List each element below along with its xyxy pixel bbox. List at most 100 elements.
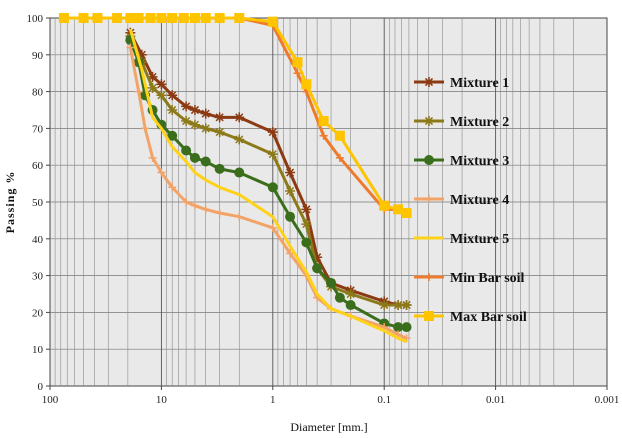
data-point bbox=[326, 277, 337, 288]
y-axis-title: Passing % bbox=[3, 171, 17, 234]
data-point bbox=[133, 13, 144, 23]
data-point bbox=[334, 130, 345, 141]
legend-label: Mixture 4 bbox=[450, 193, 509, 208]
data-point bbox=[189, 105, 200, 115]
legend-item: Mixture 4 bbox=[414, 193, 509, 208]
data-point bbox=[424, 116, 434, 126]
data-point bbox=[190, 201, 199, 210]
x-tick-label: 0.01 bbox=[486, 394, 505, 406]
y-tick-label: 30 bbox=[32, 271, 44, 283]
legend-item: Mixture 3 bbox=[414, 154, 509, 169]
data-point bbox=[267, 182, 278, 193]
data-point bbox=[189, 152, 200, 163]
legend-label: Max Bar soil bbox=[450, 310, 527, 325]
y-tick-label: 100 bbox=[27, 13, 44, 25]
data-point bbox=[126, 43, 135, 52]
data-point bbox=[319, 131, 328, 140]
data-point bbox=[285, 167, 296, 178]
data-point bbox=[267, 149, 278, 160]
data-point bbox=[379, 200, 390, 211]
data-point bbox=[401, 300, 412, 311]
data-point bbox=[167, 130, 178, 141]
data-point bbox=[214, 163, 225, 174]
data-point bbox=[312, 252, 323, 263]
data-point bbox=[147, 82, 158, 93]
data-point bbox=[58, 13, 69, 23]
x-axis-title: Diameter [mm.] bbox=[290, 420, 367, 434]
data-point bbox=[182, 198, 191, 206]
y-tick-label: 90 bbox=[32, 50, 44, 62]
data-point bbox=[157, 168, 166, 177]
data-point bbox=[214, 13, 225, 23]
data-point bbox=[156, 90, 167, 101]
data-point bbox=[267, 16, 278, 27]
legend: Mixture 1 Mixture 2 Mixture 3 Mixture 4 Mixt… bbox=[414, 76, 527, 325]
data-point bbox=[293, 69, 302, 78]
data-point bbox=[301, 219, 312, 230]
data-point bbox=[234, 13, 245, 23]
data-point bbox=[214, 112, 225, 123]
data-point bbox=[268, 223, 277, 232]
x-tick-label: 1 bbox=[270, 394, 276, 406]
data-point bbox=[301, 237, 312, 248]
data-point bbox=[335, 153, 344, 162]
data-point bbox=[401, 208, 412, 219]
y-tick-label: 80 bbox=[32, 87, 44, 99]
data-point bbox=[301, 204, 312, 215]
data-point bbox=[424, 311, 434, 321]
y-tick-label: 10 bbox=[32, 344, 44, 356]
data-point bbox=[134, 87, 143, 96]
series-max-bar-soil bbox=[58, 13, 412, 219]
data-point bbox=[147, 71, 158, 82]
data-point bbox=[178, 13, 189, 23]
data-point bbox=[189, 119, 200, 130]
data-point bbox=[334, 292, 345, 303]
legend-label: Mixture 2 bbox=[450, 115, 509, 130]
data-point bbox=[379, 300, 390, 311]
data-point bbox=[148, 153, 157, 162]
data-point bbox=[112, 13, 123, 23]
x-tick-label: 0.001 bbox=[595, 394, 620, 406]
data-point bbox=[201, 205, 210, 214]
data-point bbox=[234, 167, 245, 178]
legend-label: Mixture 3 bbox=[450, 154, 509, 169]
legend-item: Mixture 5 bbox=[414, 232, 509, 247]
series-line bbox=[128, 28, 408, 344]
data-point bbox=[286, 249, 295, 258]
data-point bbox=[393, 204, 404, 215]
data-point bbox=[92, 13, 103, 23]
data-point bbox=[424, 77, 434, 87]
y-tick-label: 50 bbox=[32, 197, 44, 209]
data-point bbox=[168, 183, 177, 192]
x-tick-label: 0.1 bbox=[377, 394, 391, 406]
data-point bbox=[345, 289, 356, 299]
data-point bbox=[136, 49, 147, 60]
data-point bbox=[285, 185, 296, 196]
data-point bbox=[318, 116, 329, 127]
data-point bbox=[141, 124, 150, 133]
data-point bbox=[167, 13, 178, 23]
data-point bbox=[424, 155, 434, 165]
y-tick-label: 70 bbox=[32, 123, 44, 135]
data-point bbox=[235, 212, 244, 221]
data-point bbox=[181, 101, 192, 112]
data-point bbox=[292, 57, 303, 68]
y-tick-label: 40 bbox=[32, 234, 44, 246]
data-point bbox=[267, 127, 278, 138]
data-point bbox=[181, 116, 192, 127]
data-point bbox=[200, 13, 211, 23]
data-point bbox=[234, 134, 245, 145]
data-point bbox=[425, 273, 433, 281]
data-point bbox=[167, 105, 178, 115]
y-tick-label: 0 bbox=[38, 381, 44, 393]
legend-label: Mixture 5 bbox=[450, 232, 509, 247]
data-point bbox=[393, 300, 404, 311]
legend-item: Mixture 2 bbox=[414, 115, 509, 130]
legend-item: Min Bar soil bbox=[414, 271, 525, 286]
data-point bbox=[301, 79, 312, 90]
series-line bbox=[63, 16, 408, 215]
data-point bbox=[189, 13, 200, 23]
data-point bbox=[200, 123, 211, 134]
y-tick-label: 20 bbox=[32, 307, 44, 319]
